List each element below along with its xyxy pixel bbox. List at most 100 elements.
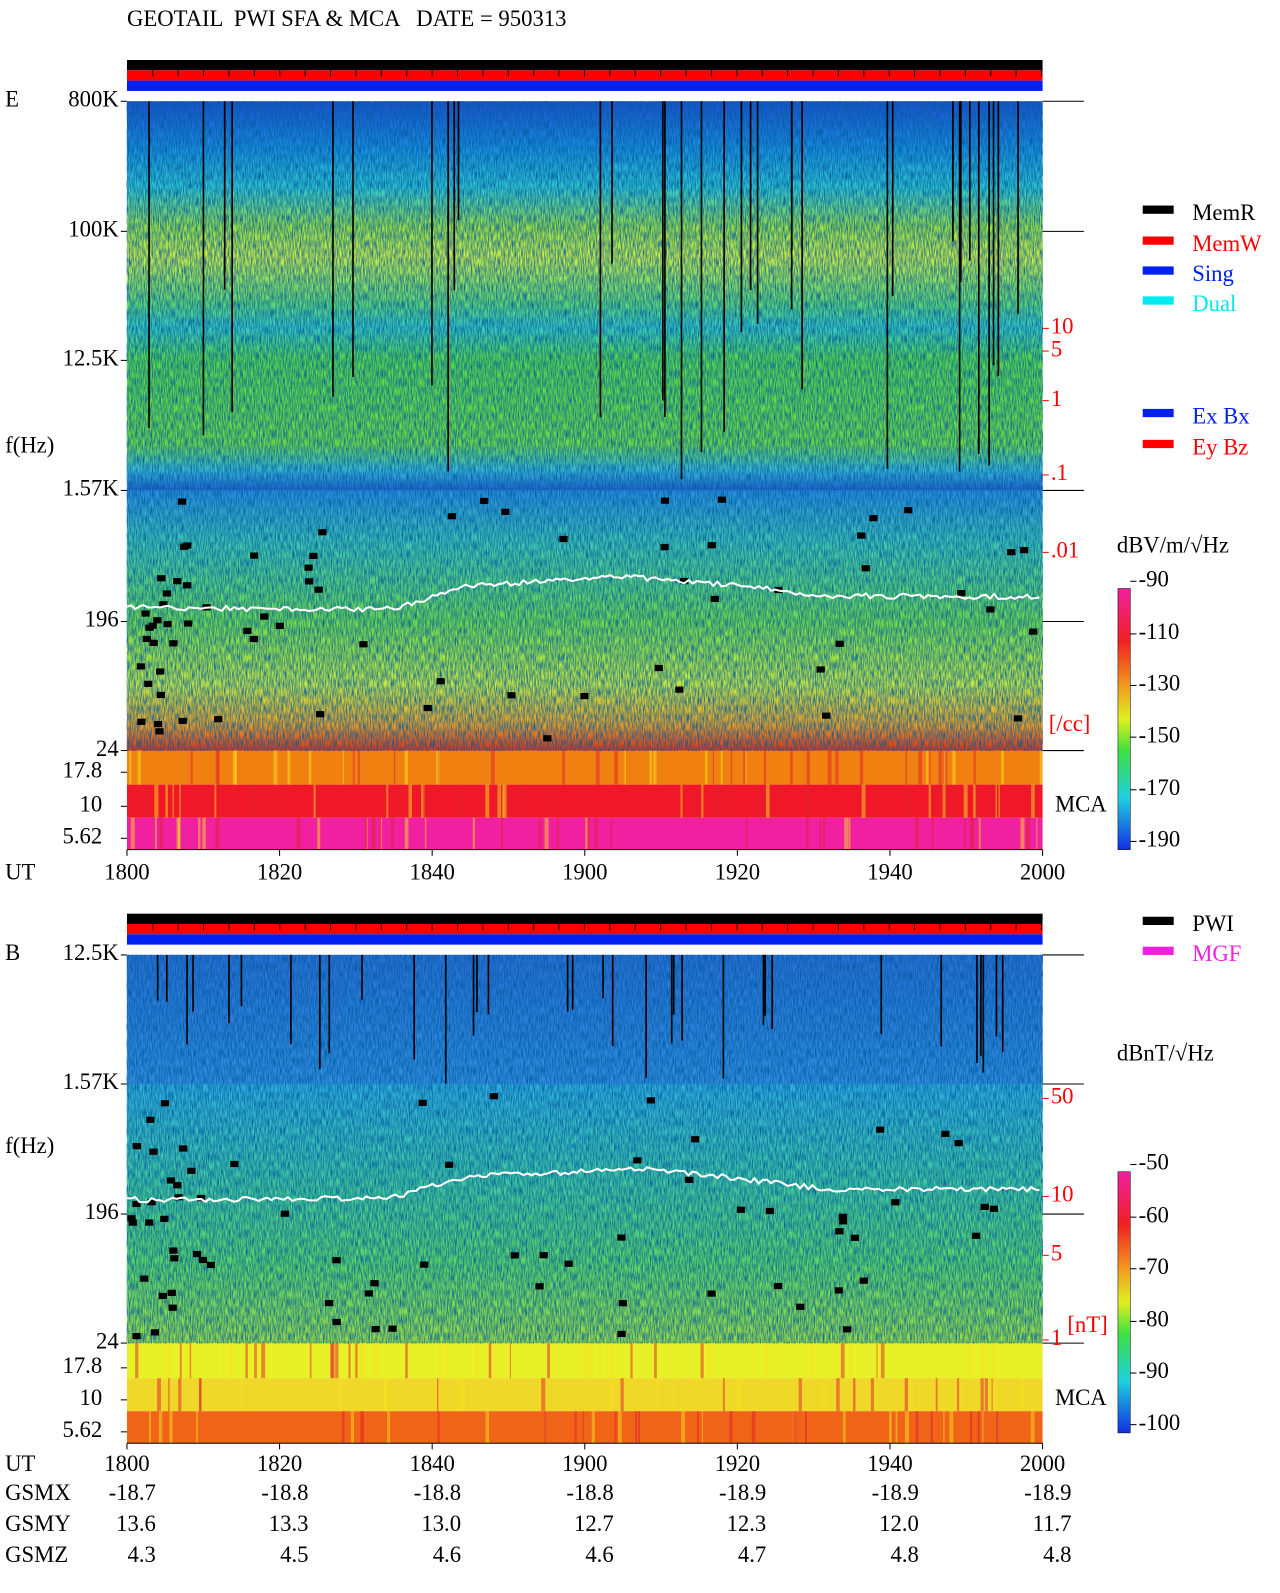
mca-streak [895,1411,898,1444]
missing-cell [163,621,172,628]
mca-streak [157,1378,161,1412]
mca-streak [361,1343,366,1379]
mca-streak [624,750,627,785]
missing-cell [436,678,445,685]
missing-cell [304,564,313,571]
missing-cell [149,639,158,646]
legend-swatch [1142,916,1174,926]
colorbar-tick-label: -90 [1139,1358,1169,1383]
orbit-label: GSMZ [5,1542,68,1567]
mca-streak [362,1411,364,1444]
mca-streak [904,784,908,818]
mca-streak [490,750,495,785]
x-tick-label: 1900 [562,860,607,885]
mca-streak [547,1343,550,1379]
right-tick-label: 50 [1051,1084,1074,1109]
mca-streak [798,1378,802,1412]
mca-streak [991,1378,993,1412]
mca-streak [620,1378,624,1412]
missing-cell [941,1130,950,1137]
legend-swatch [1142,439,1174,449]
mca-streak [806,817,809,850]
mca-streak [792,1411,797,1444]
missing-cell [972,1232,981,1239]
missing-cell [192,1250,202,1258]
mca-streak [429,784,431,818]
mca-streak [610,817,613,850]
missing-cell [315,711,325,718]
legend-swatch [1142,408,1174,418]
x-tick-label: 1820 [257,1451,302,1476]
x-tick-label: 1840 [409,860,454,885]
mca-streak [806,784,811,818]
missing-cell [980,1203,989,1210]
mca-band [126,784,1043,818]
mca-streak [232,750,237,785]
missing-cell [324,1299,334,1307]
colorbar-tick-label: -90 [1139,566,1169,591]
mca-streak [333,1343,337,1379]
missing-cell [564,1260,573,1267]
missing-cell [127,1215,136,1222]
missing-cell [144,680,153,687]
missing-cell [157,575,166,582]
mca-streak [982,1343,986,1379]
missing-cell [169,1247,178,1254]
orbit-value: 12.0 [879,1511,919,1536]
mca-streak [952,750,956,785]
mca-streak [716,784,721,818]
colorbar-unit: dBV/m/√Hz [1117,532,1229,557]
mca-streak [355,1343,358,1379]
legend-label: MemR [1192,200,1256,225]
mca-streak [169,1411,173,1444]
legend-label: Ex Bx [1192,403,1250,428]
mca-streak [909,1378,913,1412]
spectrogram-noise [126,101,1043,751]
mca-streak [618,1411,622,1444]
mca-streak [691,1378,695,1412]
mca-streak [519,784,524,818]
mca-streak [308,750,312,785]
mca-streak [149,1411,151,1444]
axis-label: f(Hz) [5,432,54,457]
mca-streak [973,750,976,785]
mca-streak [488,1343,492,1379]
missing-cell [170,1255,179,1262]
mca-streak [557,784,559,818]
mca-streak [920,1343,922,1379]
orbit-value: 4.3 [128,1542,156,1567]
mca-streak [835,750,839,785]
y-tick-label: 24 [96,736,119,761]
missing-cell [159,601,168,608]
colorbar-tick-label: -170 [1139,775,1181,800]
missing-cell [501,508,510,515]
mca-streak [996,1411,999,1444]
mca-streak [217,750,220,785]
orbit-value: 13.0 [421,1511,461,1536]
mca-streak [378,1343,381,1379]
mca-streak [973,784,976,818]
y-tick-label: 100K [68,217,119,242]
mca-streak [158,1411,163,1444]
orbit-value: 11.7 [1033,1511,1072,1536]
x-tick-label: 1800 [104,1451,149,1476]
mca-streak [229,1343,233,1379]
missing-cell [169,640,178,647]
mca-streak [904,1411,910,1444]
missing-cell [275,622,284,629]
mca-streak [949,1411,954,1444]
missing-cell [167,1289,176,1296]
missing-cell [173,1182,182,1189]
mca-streak [840,1343,845,1379]
mca-streak [404,750,409,785]
x-tick-label: 1840 [409,1451,454,1476]
colorbar-tick-label: -60 [1139,1202,1169,1227]
mca-streak [763,784,766,818]
mca-streak [929,750,931,785]
mca-streak [738,1378,742,1412]
mca-streak [379,817,381,850]
mca-streak [1039,750,1043,785]
mca-streak [390,817,394,850]
mca-streak [191,1343,194,1379]
